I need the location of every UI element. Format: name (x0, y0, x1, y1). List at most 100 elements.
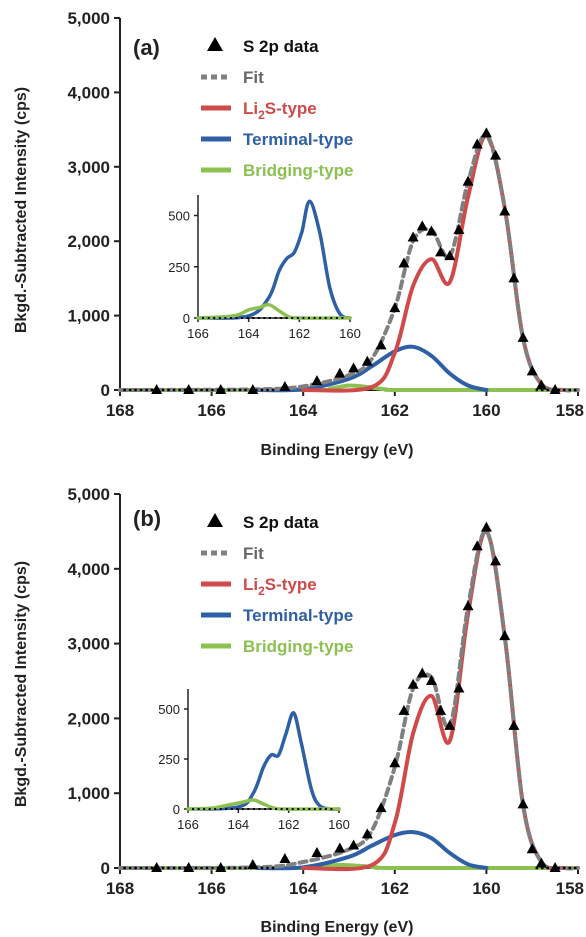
inset-data-point (319, 317, 322, 319)
data-point (435, 704, 447, 715)
inset-data-point (252, 317, 255, 319)
data-point-baseline (139, 388, 143, 392)
inset-data-point (203, 808, 206, 810)
inset-data-point (213, 317, 216, 319)
inset-data-point (285, 317, 288, 319)
inset-data-point (247, 808, 250, 810)
y-tick-label: 1,000 (67, 307, 110, 326)
y-axis-title: Bkgd.-Subtracted Intensity (cps) (13, 87, 30, 333)
data-point-baseline (557, 388, 560, 392)
data-point-baseline (205, 866, 209, 870)
data-point-baseline (145, 388, 148, 392)
y-tick-label: 3,000 (67, 635, 110, 654)
data-point-baseline (200, 866, 203, 870)
x-tick-label: 162 (381, 879, 409, 898)
inset-y-tick-label: 0 (183, 311, 190, 326)
inset-data-point (296, 317, 299, 319)
x-tick-label: 162 (381, 401, 409, 420)
y-tick-label: 5,000 (67, 9, 110, 28)
data-point (526, 365, 538, 376)
legend-label: S 2p data (243, 37, 319, 56)
inset-data-point (302, 317, 305, 319)
legend-label: Li2S-type (243, 575, 317, 598)
data-point (183, 862, 195, 872)
data-point-baseline (183, 388, 187, 392)
data-point (508, 272, 520, 283)
data-point (508, 719, 520, 730)
data-point-baseline (128, 388, 132, 392)
data-point (389, 757, 401, 768)
inset-chart: 0 250 500 166 164 162 160 (158, 689, 350, 832)
inset-x-tick-label: 162 (288, 326, 310, 341)
data-point-baseline (233, 866, 236, 870)
data-point-baseline (123, 866, 126, 870)
inset-data-point (241, 808, 244, 810)
data-point-baseline (568, 866, 571, 870)
inset-data-point (308, 808, 311, 810)
legend-label: Fit (243, 68, 264, 87)
data-point (453, 224, 465, 235)
y-tick-label: 5,000 (67, 485, 110, 504)
data-point-baseline (194, 388, 198, 392)
data-point (535, 379, 547, 390)
data-point (348, 839, 360, 850)
x-tick-label: 168 (106, 401, 134, 420)
data-point-baseline (150, 866, 154, 870)
data-point (517, 331, 529, 342)
inset-y-tick-label: 250 (168, 260, 190, 275)
data-point-baseline (535, 388, 538, 392)
x-tick-label: 158 (556, 879, 584, 898)
data-point (334, 842, 346, 853)
legend-entry-data: S 2p data (207, 513, 319, 532)
legend-entry-fit: Fit (201, 544, 264, 563)
inset-series-terminal-line (186, 711, 341, 812)
inset-data-point (291, 808, 294, 810)
x-tick-label: 160 (472, 401, 500, 420)
data-point-baseline (211, 388, 214, 392)
data-point (407, 231, 419, 242)
inset-data-point (208, 808, 211, 810)
y-tick-label: 3,000 (67, 158, 110, 177)
data-point (311, 375, 323, 386)
data-point-baseline (178, 388, 181, 392)
inset-data-point (330, 808, 333, 810)
data-point-baseline (563, 866, 566, 870)
y-tick-label: 4,000 (67, 83, 110, 102)
data-point (361, 355, 373, 366)
data-point-baseline (205, 388, 209, 392)
data-point-baseline (123, 388, 126, 392)
data-point-baseline (255, 388, 258, 392)
x-tick-label: 158 (556, 401, 584, 420)
inset-y-tick-label: 250 (158, 752, 180, 767)
data-point-baseline (134, 866, 137, 870)
y-tick-label: 0 (101, 859, 110, 878)
data-point (151, 862, 163, 872)
legend-label: S 2p data (243, 513, 319, 532)
data-point (375, 802, 387, 813)
legend-label: Terminal-type (243, 130, 353, 149)
data-point (435, 246, 447, 257)
data-point-baseline (134, 388, 137, 392)
data-point-baseline (541, 388, 544, 392)
inset-data-point (192, 808, 195, 810)
data-point (416, 667, 428, 678)
data-point (490, 149, 502, 160)
data-point (334, 367, 346, 378)
data-point-baseline (139, 866, 143, 870)
legend-swatch-triangle (207, 513, 223, 527)
data-point (361, 828, 373, 839)
data-point-baseline (563, 388, 566, 392)
data-point (247, 384, 259, 394)
data-point-baseline (233, 388, 236, 392)
series-terminal-line (255, 829, 489, 871)
data-point-baseline (260, 388, 264, 392)
inset-x-tick-label: 160 (328, 817, 350, 832)
data-point (398, 257, 410, 268)
legend-entry-bridging: Bridging-type (201, 161, 354, 180)
legend-entry-bridging: Bridging-type (201, 637, 354, 656)
legend-entry-data: S 2p data (207, 37, 319, 56)
series-terminal-line (255, 344, 489, 393)
inset-data-point (229, 317, 232, 319)
inset-data-point (319, 808, 322, 810)
